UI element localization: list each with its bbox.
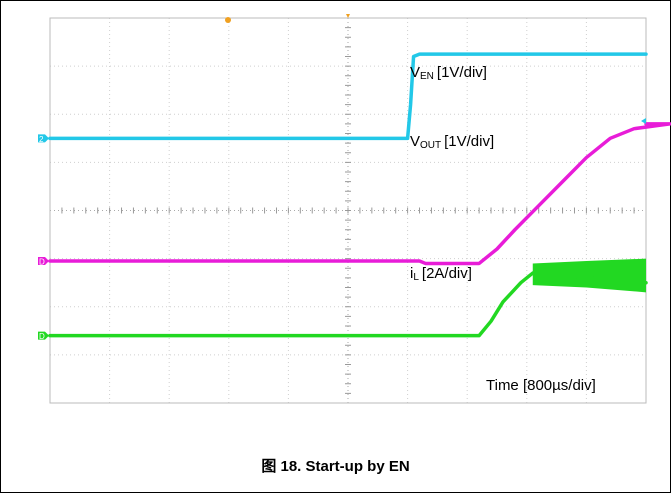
- trace-line-1: [48, 122, 671, 266]
- trace-line-0: [48, 52, 648, 141]
- series-label-il: iL [2A/div]: [410, 265, 472, 283]
- channel-marker-shape: [38, 331, 49, 340]
- trace-line-2: [48, 271, 648, 338]
- channel-marker-shape: [38, 134, 49, 143]
- channel-marker-text: D: [39, 258, 45, 267]
- il-sub: L: [413, 272, 419, 283]
- traces: [48, 52, 671, 338]
- cyan-level-arrow-icon: [641, 118, 646, 124]
- channel-marker-shape: [38, 257, 49, 266]
- il-main: i: [410, 265, 413, 282]
- ven-scale: [1V/div]: [437, 64, 487, 81]
- channel-marker-text: 2: [39, 135, 44, 144]
- top-rule: [0, 0, 671, 1]
- il-scale: [2A/div]: [422, 265, 472, 282]
- channel-marker-0: 2: [38, 134, 49, 144]
- grid: [49, 17, 647, 404]
- vout-main: V: [410, 133, 420, 150]
- ven-sub: EN: [420, 71, 434, 82]
- channel-markers: 2 D D: [38, 134, 49, 341]
- x-axis-label: Time [800µs/div]: [486, 377, 596, 394]
- series-label-vout: VOUT [1V/div]: [410, 133, 494, 151]
- channel-marker-2: D: [38, 331, 49, 341]
- series-label-ven: VEN [1V/div]: [410, 64, 487, 82]
- channel-marker-text: D: [39, 332, 45, 341]
- figure-caption: 图 18. Start-up by EN: [261, 458, 410, 475]
- vout-scale: [1V/div]: [444, 133, 494, 150]
- channel-marker-1: D: [38, 257, 49, 267]
- trigger-marker-icon: [225, 17, 231, 23]
- vout-sub: OUT: [420, 140, 441, 151]
- ven-main: V: [410, 64, 420, 81]
- trace-envelope-2: [532, 258, 646, 293]
- trigger-pointer-icon: [346, 14, 350, 18]
